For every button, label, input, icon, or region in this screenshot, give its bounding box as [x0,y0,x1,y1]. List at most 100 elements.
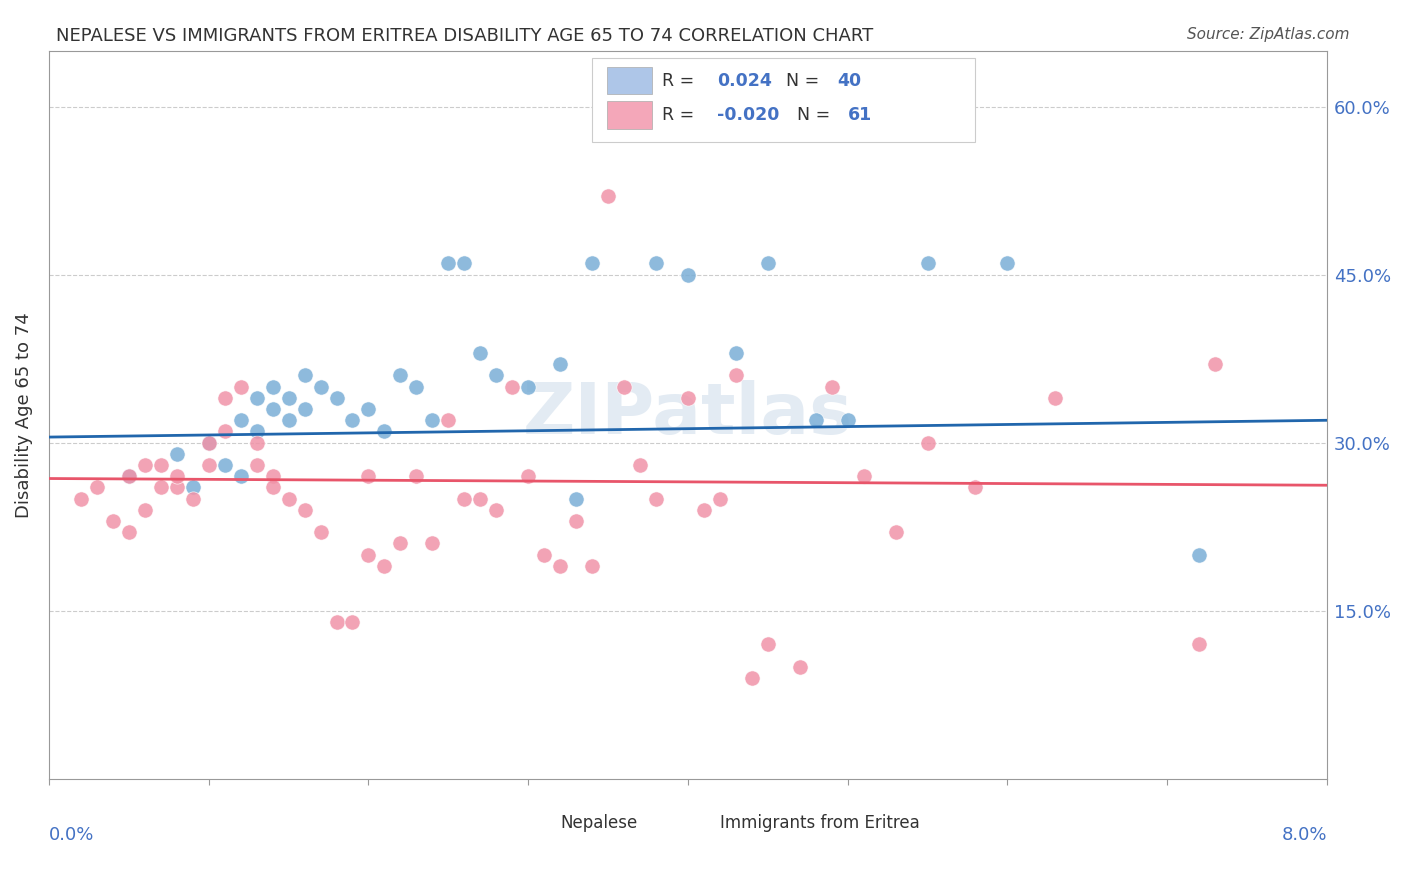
Point [565,491,588,506]
Point [741,671,763,685]
Point [965,480,987,494]
Point [357,548,380,562]
Point [997,256,1019,270]
Point [246,425,269,439]
Point [86,480,108,494]
Point [294,368,316,383]
Point [548,357,571,371]
Point [470,346,492,360]
Point [181,480,204,494]
Point [437,256,460,270]
Point [197,458,219,472]
Point [277,491,299,506]
Point [214,458,236,472]
Point [676,268,699,282]
Point [325,615,347,629]
Point [134,503,156,517]
Point [789,659,811,673]
Point [645,256,668,270]
Point [214,425,236,439]
Point [325,391,347,405]
Point [342,615,364,629]
Y-axis label: Disability Age 65 to 74: Disability Age 65 to 74 [15,312,32,517]
Point [756,637,779,651]
Point [181,491,204,506]
Point [453,491,475,506]
Text: 40: 40 [838,71,862,89]
Point [501,379,523,393]
Point [229,379,252,393]
Point [693,503,716,517]
Text: Source: ZipAtlas.com: Source: ZipAtlas.com [1187,27,1350,42]
Point [101,514,124,528]
Point [405,379,427,393]
Point [804,413,827,427]
Point [149,458,172,472]
Point [357,402,380,417]
Text: Nepalese: Nepalese [560,814,637,832]
Point [422,413,444,427]
Point [884,525,907,540]
Point [246,435,269,450]
Point [470,491,492,506]
Point [118,525,141,540]
Point [453,256,475,270]
Point [214,391,236,405]
Point [70,491,93,506]
Point [756,256,779,270]
Point [1045,391,1067,405]
Point [917,256,939,270]
Point [613,379,636,393]
Text: 8.0%: 8.0% [1281,826,1327,844]
Point [309,379,332,393]
Point [262,402,284,417]
FancyBboxPatch shape [607,67,652,95]
Point [277,391,299,405]
FancyBboxPatch shape [516,815,551,831]
Point [262,469,284,483]
Text: -0.020: -0.020 [717,106,780,124]
Point [166,469,188,483]
Point [134,458,156,472]
Point [294,402,316,417]
Point [485,368,508,383]
Point [373,558,395,573]
Point [724,346,747,360]
Point [517,469,540,483]
Point [837,413,859,427]
Point [628,458,651,472]
Point [1204,357,1226,371]
Point [821,379,844,393]
Text: ZIPatlas: ZIPatlas [523,380,853,450]
Point [229,469,252,483]
Point [581,256,603,270]
Text: R =: R = [662,71,700,89]
Point [645,491,668,506]
Point [294,503,316,517]
Point [724,368,747,383]
Point [917,435,939,450]
Point [118,469,141,483]
Point [1188,637,1211,651]
Point [581,558,603,573]
Point [197,435,219,450]
Text: Immigrants from Eritrea: Immigrants from Eritrea [720,814,920,832]
Point [709,491,731,506]
Point [262,379,284,393]
Point [437,413,460,427]
Text: 61: 61 [848,106,872,124]
Point [229,413,252,427]
Point [246,391,269,405]
Text: NEPALESE VS IMMIGRANTS FROM ERITREA DISABILITY AGE 65 TO 74 CORRELATION CHART: NEPALESE VS IMMIGRANTS FROM ERITREA DISA… [56,27,873,45]
Point [485,503,508,517]
Point [342,413,364,427]
Point [548,558,571,573]
Point [166,480,188,494]
Point [1188,548,1211,562]
Point [389,368,412,383]
Point [149,480,172,494]
Point [676,391,699,405]
Point [197,435,219,450]
Text: N =: N = [786,71,825,89]
Point [357,469,380,483]
